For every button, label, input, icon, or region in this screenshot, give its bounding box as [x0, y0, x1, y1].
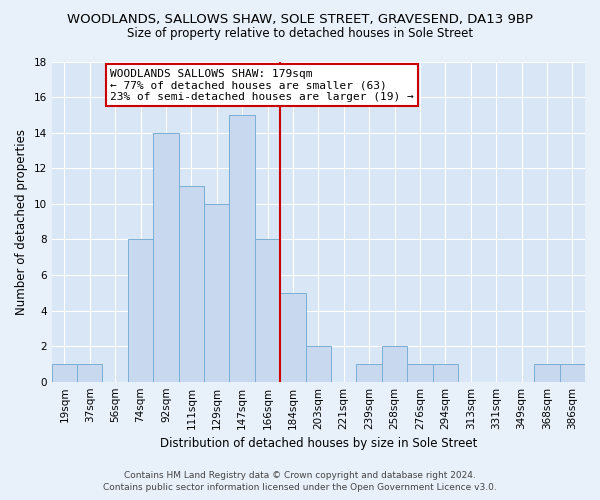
Bar [153, 132, 179, 382]
Text: WOODLANDS SALLOWS SHAW: 179sqm
← 77% of detached houses are smaller (63)
23% of : WOODLANDS SALLOWS SHAW: 179sqm ← 77% of … [110, 68, 414, 102]
Bar [179, 186, 204, 382]
Bar [280, 292, 305, 382]
Text: Contains HM Land Registry data © Crown copyright and database right 2024.
Contai: Contains HM Land Registry data © Crown c… [103, 471, 497, 492]
Bar [52, 364, 77, 382]
Bar [560, 364, 585, 382]
Bar [407, 364, 433, 382]
Bar [255, 240, 280, 382]
Text: WOODLANDS, SALLOWS SHAW, SOLE STREET, GRAVESEND, DA13 9BP: WOODLANDS, SALLOWS SHAW, SOLE STREET, GR… [67, 12, 533, 26]
Bar [77, 364, 103, 382]
Bar [382, 346, 407, 382]
Bar [128, 240, 153, 382]
Y-axis label: Number of detached properties: Number of detached properties [15, 128, 28, 314]
Text: Size of property relative to detached houses in Sole Street: Size of property relative to detached ho… [127, 28, 473, 40]
Bar [229, 115, 255, 382]
Bar [433, 364, 458, 382]
Bar [305, 346, 331, 382]
Bar [534, 364, 560, 382]
X-axis label: Distribution of detached houses by size in Sole Street: Distribution of detached houses by size … [160, 437, 477, 450]
Bar [356, 364, 382, 382]
Bar [204, 204, 229, 382]
